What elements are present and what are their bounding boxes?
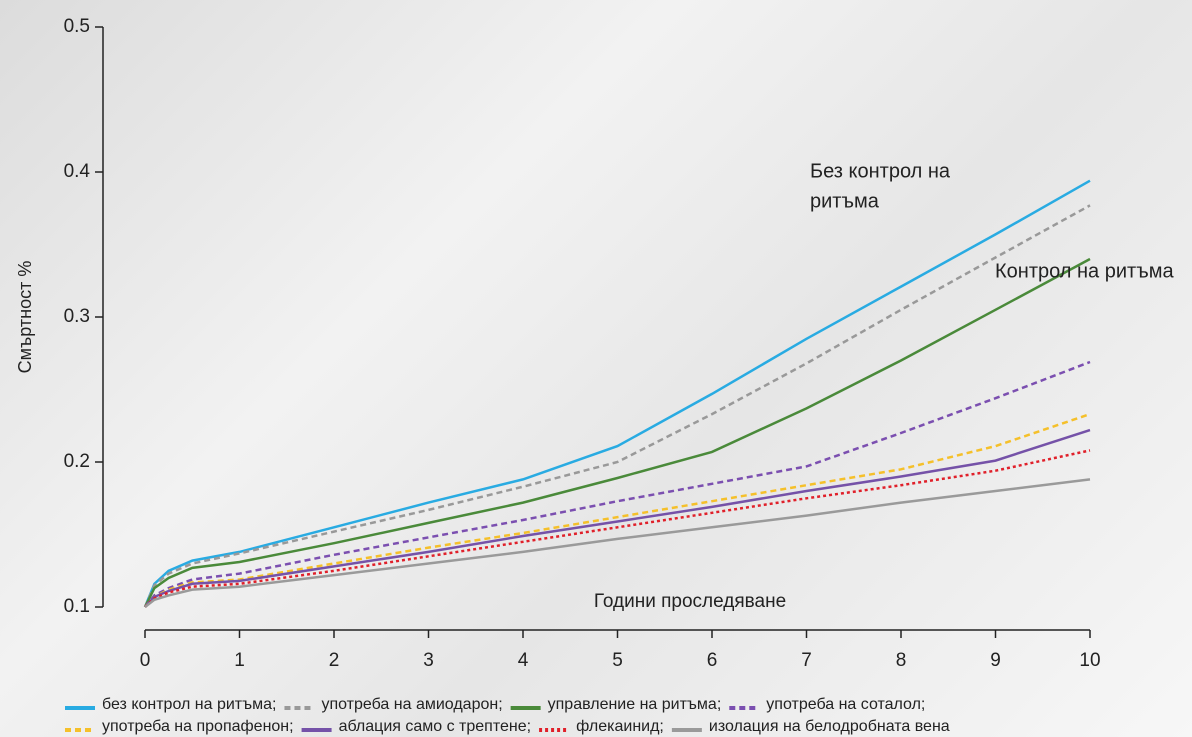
annotation: Без контрол на: [810, 160, 951, 182]
annotation: ритъма: [810, 190, 880, 212]
series-line: [144, 449, 1091, 608]
y-tick-label: 0.3: [64, 306, 90, 327]
x-tick-label: 10: [1079, 650, 1100, 671]
x-tick-label: 7: [801, 650, 812, 671]
series-line: [144, 428, 1091, 608]
legend-label: аблация само с трептене;: [339, 718, 532, 735]
y-axis-label: Смъртност %: [15, 261, 35, 374]
x-tick-label: 0: [140, 650, 151, 671]
series-line: [143, 257, 1091, 608]
legend-label: употреба на соталол;: [766, 696, 925, 713]
legend-label: употреба на пропафенон;: [102, 718, 294, 735]
legend-label: флекаинид;: [576, 718, 664, 735]
x-tick-label: 2: [329, 650, 340, 671]
series-line: [144, 360, 1091, 608]
x-tick-label: 6: [707, 650, 718, 671]
y-tick-label: 0.1: [64, 596, 90, 617]
legend-label: без контрол на ритъма;: [102, 696, 276, 713]
x-axis-label: Години проследяване: [594, 591, 786, 612]
x-tick-label: 8: [896, 650, 907, 671]
y-tick-label: 0.5: [64, 16, 90, 37]
series-line: [143, 204, 1091, 608]
x-tick-label: 4: [518, 650, 529, 671]
x-tick-label: 3: [423, 650, 434, 671]
series-line: [144, 412, 1091, 608]
x-tick-label: 9: [990, 650, 1001, 671]
series-line: [143, 179, 1091, 608]
y-tick-label: 0.2: [64, 451, 90, 472]
series-line: [144, 478, 1091, 608]
legend-label: употреба на амиодарон;: [321, 696, 502, 713]
x-tick-label: 1: [234, 650, 245, 671]
y-tick-label: 0.4: [64, 161, 91, 182]
annotation: Контрол на ритъма: [995, 260, 1174, 282]
x-tick-label: 5: [612, 650, 623, 671]
legend-label: управление на ритъма;: [548, 696, 722, 713]
legend-label: изолация на белодробната вена: [709, 718, 950, 735]
